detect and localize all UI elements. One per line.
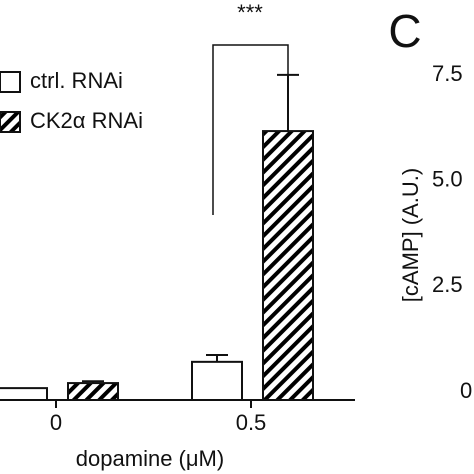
bar: [191, 360, 243, 401]
legend-label: ctrl. RNAi: [30, 68, 123, 93]
y-tick-label: 5.0: [432, 166, 463, 191]
bar: [0, 387, 48, 401]
significance-bracket: [212, 44, 289, 215]
y-tick-label: 2.5: [432, 272, 463, 297]
significance-label: ***: [237, 0, 263, 25]
legend-swatch: [0, 111, 21, 133]
error-bar: [277, 73, 299, 132]
legend-label: CK2α RNAi: [30, 108, 143, 133]
panel-title: C: [388, 5, 421, 57]
x-tick-label: 0.5: [236, 410, 267, 435]
x-axis-label: dopamine (μM): [76, 446, 224, 471]
y-tick-label: 7.5: [432, 61, 463, 86]
bar: [262, 130, 314, 402]
bar: [67, 382, 119, 401]
error-bar: [206, 354, 228, 362]
y-axis-label: [cAMP] (A.U.): [398, 168, 423, 302]
legend-swatch: [0, 71, 21, 93]
y-tick-label: 0: [460, 378, 472, 403]
x-tick-label: 0: [50, 410, 62, 435]
